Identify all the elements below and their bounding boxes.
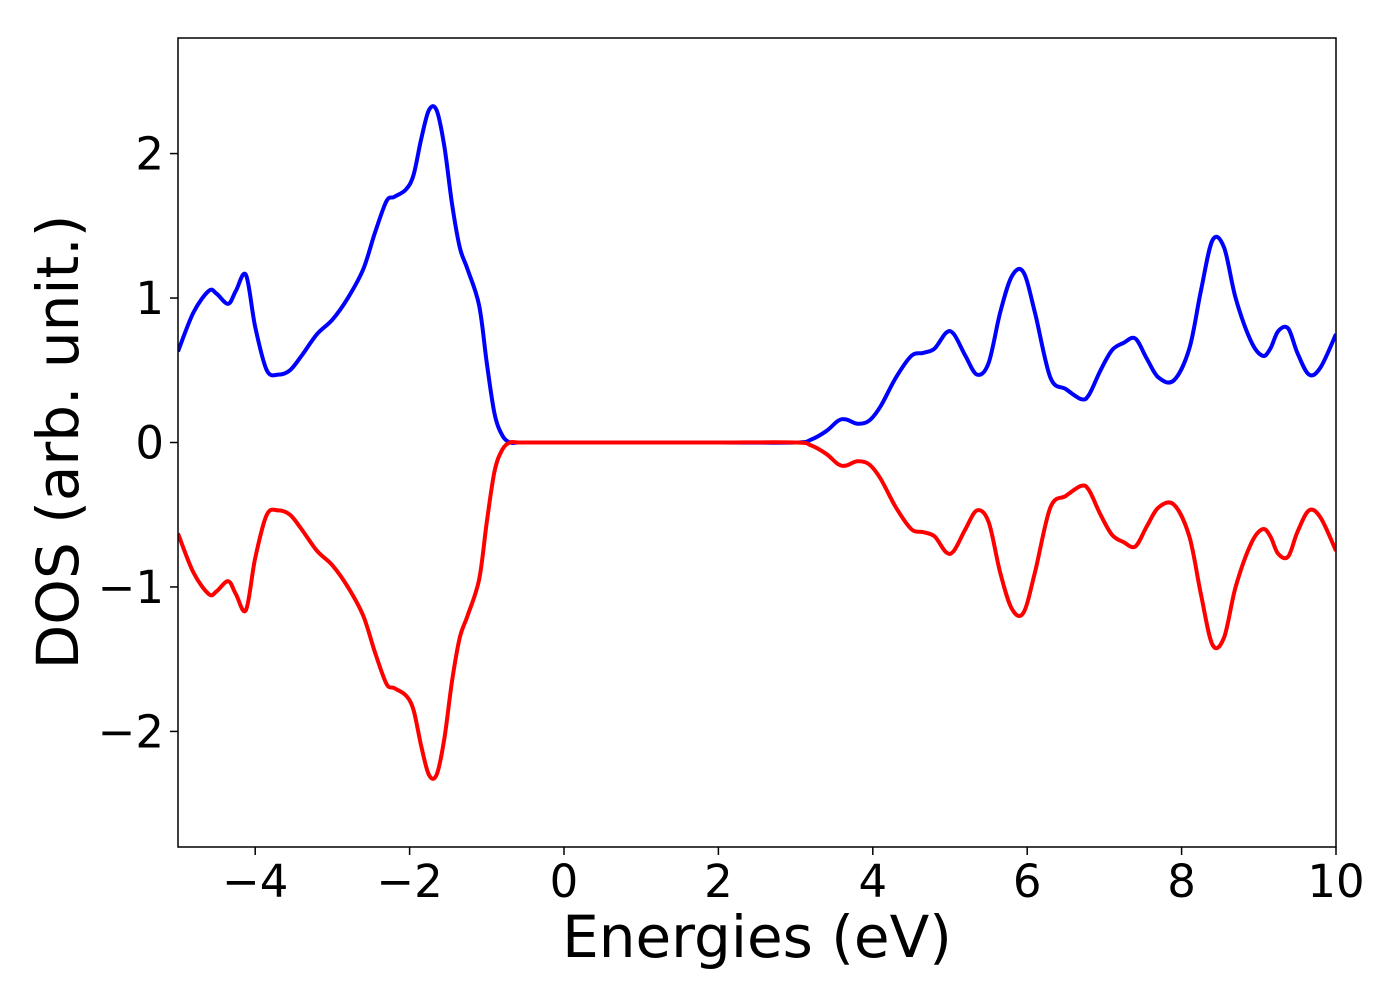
- y-tick-label: −1: [98, 561, 164, 614]
- y-axis-ticks: −2 −1 0 1 2: [98, 128, 178, 758]
- series-layer: [178, 104, 1336, 781]
- x-axis-label: Energies (eV): [562, 903, 952, 971]
- x-axis-ticks: −4 −2 0 2 4 6 8 10: [222, 847, 1365, 908]
- x-tick-label: −4: [222, 855, 288, 908]
- x-tick-label: 4: [858, 855, 887, 908]
- y-axis-label: DOS (arb. unit.): [24, 215, 92, 670]
- y-tick-label: 0: [135, 417, 164, 470]
- y-tick-label: 2: [135, 128, 164, 181]
- x-tick-label: 6: [1013, 855, 1042, 908]
- y-tick-label: 1: [135, 272, 164, 325]
- dos-series-line-1: [178, 439, 1336, 781]
- dos-series-line-0: [178, 104, 1336, 446]
- x-tick-label: 8: [1167, 855, 1196, 908]
- y-tick-label: −2: [98, 705, 164, 758]
- x-tick-label: 2: [704, 855, 733, 908]
- x-tick-label: 0: [550, 855, 579, 908]
- x-tick-label: 10: [1307, 855, 1364, 908]
- x-tick-label: −2: [376, 855, 442, 908]
